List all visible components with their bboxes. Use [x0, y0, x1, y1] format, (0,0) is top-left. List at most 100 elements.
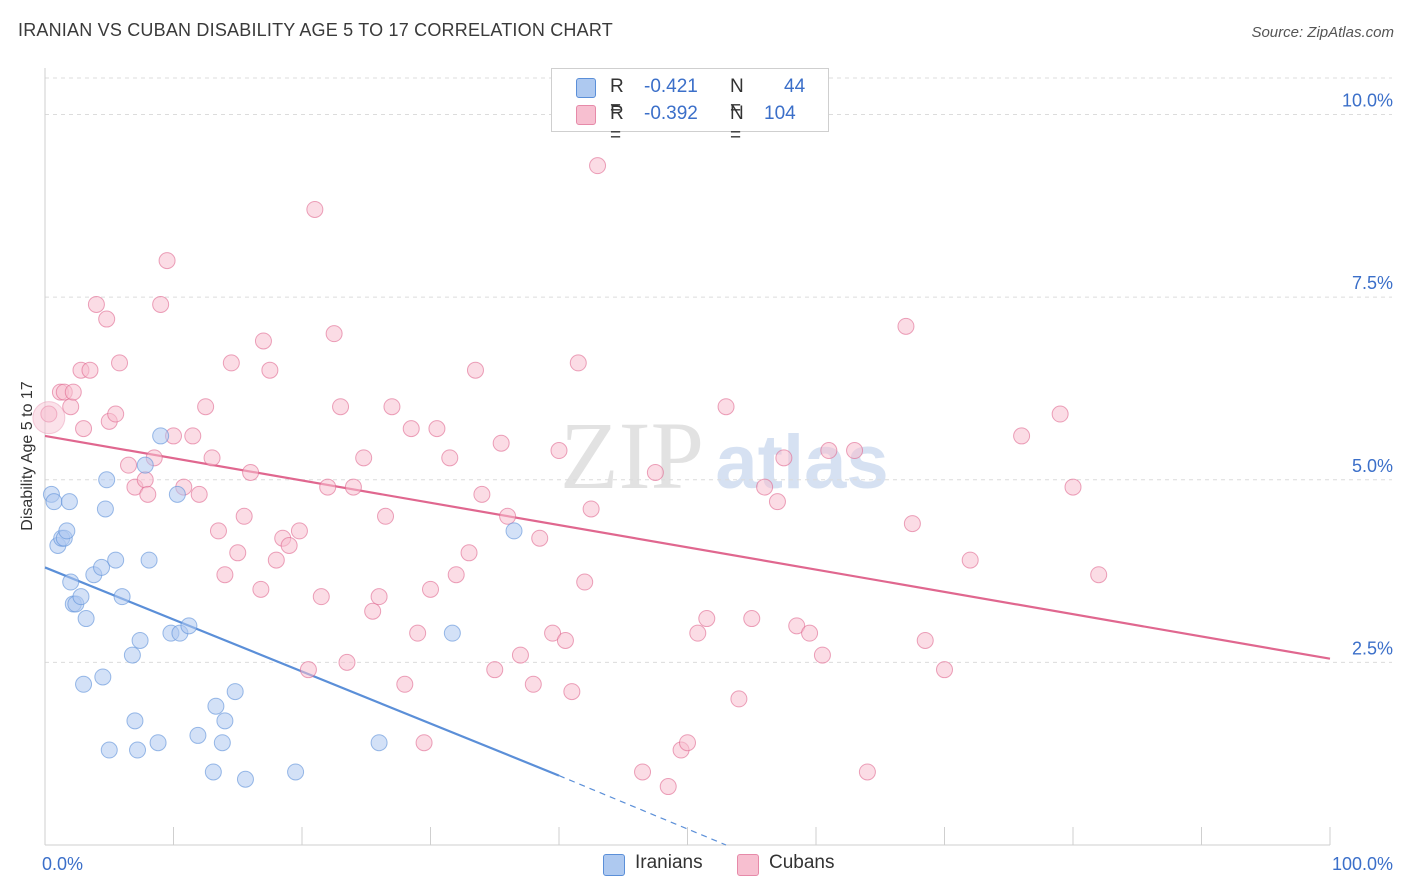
iranians-point: [140, 551, 158, 569]
iranians-point: [207, 697, 225, 715]
iranians-point: [126, 712, 144, 730]
cubans-point: [576, 573, 594, 591]
iranians-point: [93, 558, 111, 576]
n-value: 44: [784, 76, 806, 97]
cubans-point: [184, 427, 202, 445]
iranians-point: [505, 522, 523, 540]
cubans-point: [813, 646, 831, 664]
iranians-point: [100, 741, 118, 759]
cubans-point: [229, 544, 247, 562]
iranians-point: [168, 485, 186, 503]
cubans-point: [820, 442, 838, 460]
r-label: R =: [610, 76, 624, 119]
r-value: -0.421: [644, 76, 698, 97]
iranians-point: [60, 493, 78, 511]
iranians-point: [226, 683, 244, 701]
iranians-point: [123, 646, 141, 664]
cubans-point: [441, 449, 459, 467]
n-label: N =: [730, 76, 744, 119]
cubans-point: [563, 683, 581, 701]
y-tick-label: 7.5%: [1352, 273, 1393, 293]
cubans-point: [756, 478, 774, 496]
cubans-point: [646, 463, 664, 481]
cubans-point: [524, 675, 542, 693]
cubans-point: [768, 493, 786, 511]
cubans-point: [961, 551, 979, 569]
iranians-point: [45, 493, 63, 511]
cubans-point: [235, 507, 253, 525]
cubans-point: [447, 566, 465, 584]
iranians-point: [213, 734, 231, 752]
cubans-point: [460, 544, 478, 562]
cubans-point: [136, 471, 154, 489]
cubans-point: [916, 631, 934, 649]
iranians-legend-label: Iranians: [635, 852, 703, 873]
cubans-point: [1090, 566, 1108, 584]
cubans-point: [344, 478, 362, 496]
n-value: 104: [764, 103, 796, 124]
cubans-point: [261, 361, 279, 379]
cubans-point: [743, 610, 761, 628]
cubans-point: [556, 631, 574, 649]
cubans-point: [499, 507, 517, 525]
iranians-point: [77, 610, 95, 628]
iranians-point: [180, 617, 198, 635]
cubans-point: [486, 661, 504, 679]
iranians-point: [75, 675, 93, 693]
iranians-point: [98, 471, 116, 489]
cubans-point: [152, 295, 170, 313]
cubans-point: [698, 610, 716, 628]
iranians-point: [113, 588, 131, 606]
cubans-point: [730, 690, 748, 708]
cubans-point: [209, 522, 227, 540]
cubans-trend-line: [44, 434, 1331, 660]
cubans-point: [396, 675, 414, 693]
cubans-point: [87, 295, 105, 313]
cubans-point: [659, 778, 677, 796]
cubans-point: [422, 580, 439, 598]
iranians-point: [58, 522, 76, 540]
x-tick-label-min: 0.0%: [42, 854, 83, 874]
cubans-point: [1051, 405, 1069, 423]
cubans-point: [801, 624, 819, 642]
y-tick-label: 2.5%: [1352, 638, 1393, 658]
cubans-point: [492, 434, 510, 452]
cubans-point: [203, 449, 221, 467]
iranians-point: [129, 741, 147, 759]
cubans-point: [190, 485, 208, 503]
cubans-point: [634, 763, 652, 781]
r-value: -0.392: [644, 103, 698, 124]
cubans-point: [280, 537, 298, 555]
cubans-point-cluster: [32, 401, 66, 435]
cubans-point: [120, 456, 138, 474]
cubans-point: [98, 310, 116, 328]
cubans-point: [252, 580, 270, 598]
cubans-point: [897, 317, 915, 335]
cubans-point: [216, 566, 234, 584]
cubans-legend-label: Cubans: [769, 852, 835, 873]
cubans-point: [689, 624, 707, 642]
iranians-point: [216, 712, 234, 730]
cubans-point: [355, 449, 373, 467]
cubans-point: [1013, 427, 1031, 445]
cubans-point: [312, 588, 330, 606]
iranians-point: [131, 631, 149, 649]
iranians-point: [287, 763, 305, 781]
cubans-point: [64, 383, 82, 401]
cubans-point: [679, 734, 696, 752]
cubans-point: [319, 478, 337, 496]
cubans-point: [428, 420, 446, 438]
cubans-point: [364, 602, 382, 620]
cubans-point: [402, 420, 420, 438]
cubans-point: [197, 398, 215, 416]
n-label: N =: [730, 103, 744, 146]
iranians-point: [96, 500, 114, 518]
cubans-point: [332, 398, 350, 416]
iranians-point: [62, 573, 80, 591]
iranians-swatch: [576, 78, 596, 98]
cubans-point: [415, 734, 433, 752]
iranians-point: [136, 456, 154, 474]
iranians-point: [107, 551, 125, 569]
cubans-point: [254, 332, 272, 350]
